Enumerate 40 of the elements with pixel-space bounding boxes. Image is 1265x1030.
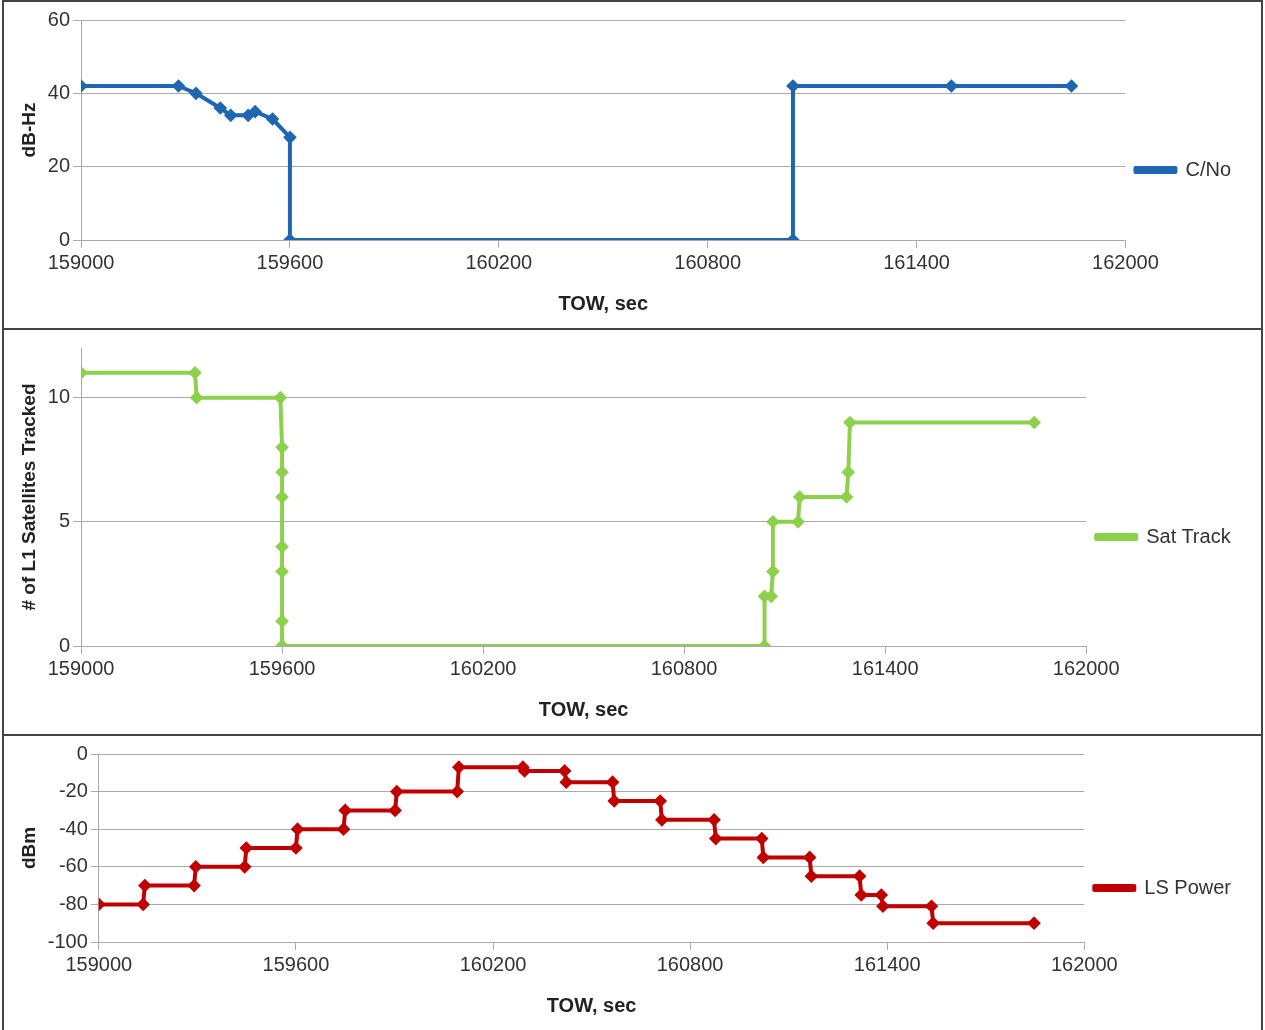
x-tick-label: 160200 (459, 952, 527, 975)
y-tick-label: 10 (47, 385, 71, 408)
y-axis-title: dB-Hz (17, 102, 39, 158)
x-tick-label: 159000 (47, 250, 115, 273)
legend-label: LS Power (1144, 875, 1232, 898)
x-tick-label: 160200 (465, 250, 533, 273)
y-tick-label: 60 (47, 7, 71, 30)
x-axis-title: TOW, sec (538, 697, 629, 720)
x-axis-title: TOW, sec (558, 291, 649, 314)
x-tick-label: 159600 (248, 656, 316, 679)
y-tick-label: -60 (58, 854, 88, 877)
x-tick-label: 162000 (1050, 952, 1118, 975)
x-tick-label: 159600 (262, 952, 330, 975)
x-tick-label: 162000 (1052, 656, 1120, 679)
x-tick-label: 161400 (883, 250, 950, 273)
x-tick-label: 161400 (851, 656, 919, 679)
y-axis-title: # of L1 Satellites Tracked (17, 383, 39, 611)
y-tick-label: -100 (47, 929, 88, 952)
y-tick-label: -20 (58, 779, 88, 802)
y-tick-label: -40 (58, 816, 88, 839)
x-tick-label: 159000 (47, 656, 115, 679)
y-tick-label: 0 (58, 633, 71, 656)
x-tick-label: 161400 (853, 952, 921, 975)
y-tick-label: -80 (58, 891, 88, 914)
x-tick-label: 160800 (656, 952, 724, 975)
x-tick-label: 160200 (449, 656, 517, 679)
x-tick-label: 159600 (256, 250, 324, 273)
y-tick-label: 40 (47, 80, 71, 103)
y-tick-label: 0 (58, 227, 71, 250)
x-axis-title: TOW, sec (546, 993, 637, 1016)
x-tick-label: 160800 (650, 656, 718, 679)
y-tick-label: 0 (76, 741, 88, 764)
y-tick-label: 5 (58, 509, 71, 532)
y-axis-title: dBm (17, 826, 39, 870)
legend-label: Sat Track (1146, 524, 1232, 547)
legend-label: C/No (1185, 157, 1232, 180)
x-tick-label: 162000 (1092, 250, 1159, 273)
y-tick-label: 20 (47, 154, 71, 177)
x-tick-label: 160800 (674, 250, 742, 273)
x-tick-label: 159000 (65, 952, 133, 975)
